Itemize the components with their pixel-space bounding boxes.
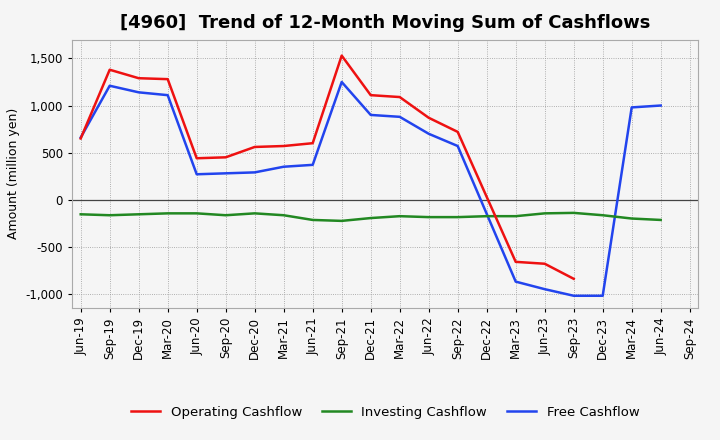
Free Cashflow [482, 211, 491, 216]
Operating Cashflow [192, 156, 201, 161]
Investing Cashflow [163, 211, 172, 216]
Operating Cashflow [511, 259, 520, 264]
Investing Cashflow [395, 213, 404, 219]
Operating Cashflow [135, 76, 143, 81]
Operating Cashflow [424, 115, 433, 121]
Operating Cashflow [395, 95, 404, 100]
Investing Cashflow [251, 211, 259, 216]
Investing Cashflow [570, 210, 578, 216]
Operating Cashflow [308, 140, 317, 146]
Free Cashflow [598, 293, 607, 298]
Free Cashflow [192, 172, 201, 177]
Operating Cashflow [251, 144, 259, 150]
Free Cashflow [308, 162, 317, 168]
Operating Cashflow [454, 129, 462, 135]
Free Cashflow [163, 92, 172, 98]
Operating Cashflow [570, 276, 578, 282]
Operating Cashflow [279, 143, 288, 149]
Operating Cashflow [163, 77, 172, 82]
Investing Cashflow [338, 218, 346, 224]
Investing Cashflow [135, 212, 143, 217]
Investing Cashflow [424, 214, 433, 220]
Investing Cashflow [105, 213, 114, 218]
Y-axis label: Amount (million yen): Amount (million yen) [6, 108, 19, 239]
Free Cashflow [627, 105, 636, 110]
Investing Cashflow [192, 211, 201, 216]
Free Cashflow [251, 170, 259, 175]
Investing Cashflow [366, 216, 375, 221]
Operating Cashflow [76, 136, 85, 141]
Investing Cashflow [454, 214, 462, 220]
Investing Cashflow [482, 213, 491, 219]
Free Cashflow [657, 103, 665, 108]
Investing Cashflow [657, 217, 665, 223]
Investing Cashflow [308, 217, 317, 223]
Free Cashflow [395, 114, 404, 120]
Title: [4960]  Trend of 12-Month Moving Sum of Cashflows: [4960] Trend of 12-Month Moving Sum of C… [120, 15, 650, 33]
Free Cashflow [76, 135, 85, 140]
Free Cashflow [366, 112, 375, 117]
Line: Free Cashflow: Free Cashflow [81, 82, 661, 296]
Investing Cashflow [598, 213, 607, 218]
Operating Cashflow [482, 194, 491, 199]
Free Cashflow [424, 131, 433, 136]
Investing Cashflow [511, 213, 520, 219]
Operating Cashflow [366, 92, 375, 98]
Investing Cashflow [279, 213, 288, 218]
Operating Cashflow [338, 53, 346, 58]
Investing Cashflow [76, 212, 85, 217]
Free Cashflow [105, 83, 114, 88]
Operating Cashflow [627, 85, 636, 90]
Free Cashflow [135, 90, 143, 95]
Free Cashflow [454, 143, 462, 149]
Free Cashflow [511, 279, 520, 284]
Operating Cashflow [221, 155, 230, 160]
Operating Cashflow [541, 261, 549, 266]
Free Cashflow [279, 164, 288, 169]
Operating Cashflow [105, 67, 114, 72]
Investing Cashflow [221, 213, 230, 218]
Free Cashflow [338, 79, 346, 84]
Line: Investing Cashflow: Investing Cashflow [81, 213, 661, 221]
Free Cashflow [570, 293, 578, 298]
Investing Cashflow [627, 216, 636, 221]
Legend: Operating Cashflow, Investing Cashflow, Free Cashflow: Operating Cashflow, Investing Cashflow, … [126, 400, 644, 424]
Free Cashflow [541, 286, 549, 292]
Free Cashflow [221, 171, 230, 176]
Investing Cashflow [541, 211, 549, 216]
Line: Operating Cashflow: Operating Cashflow [81, 55, 631, 279]
